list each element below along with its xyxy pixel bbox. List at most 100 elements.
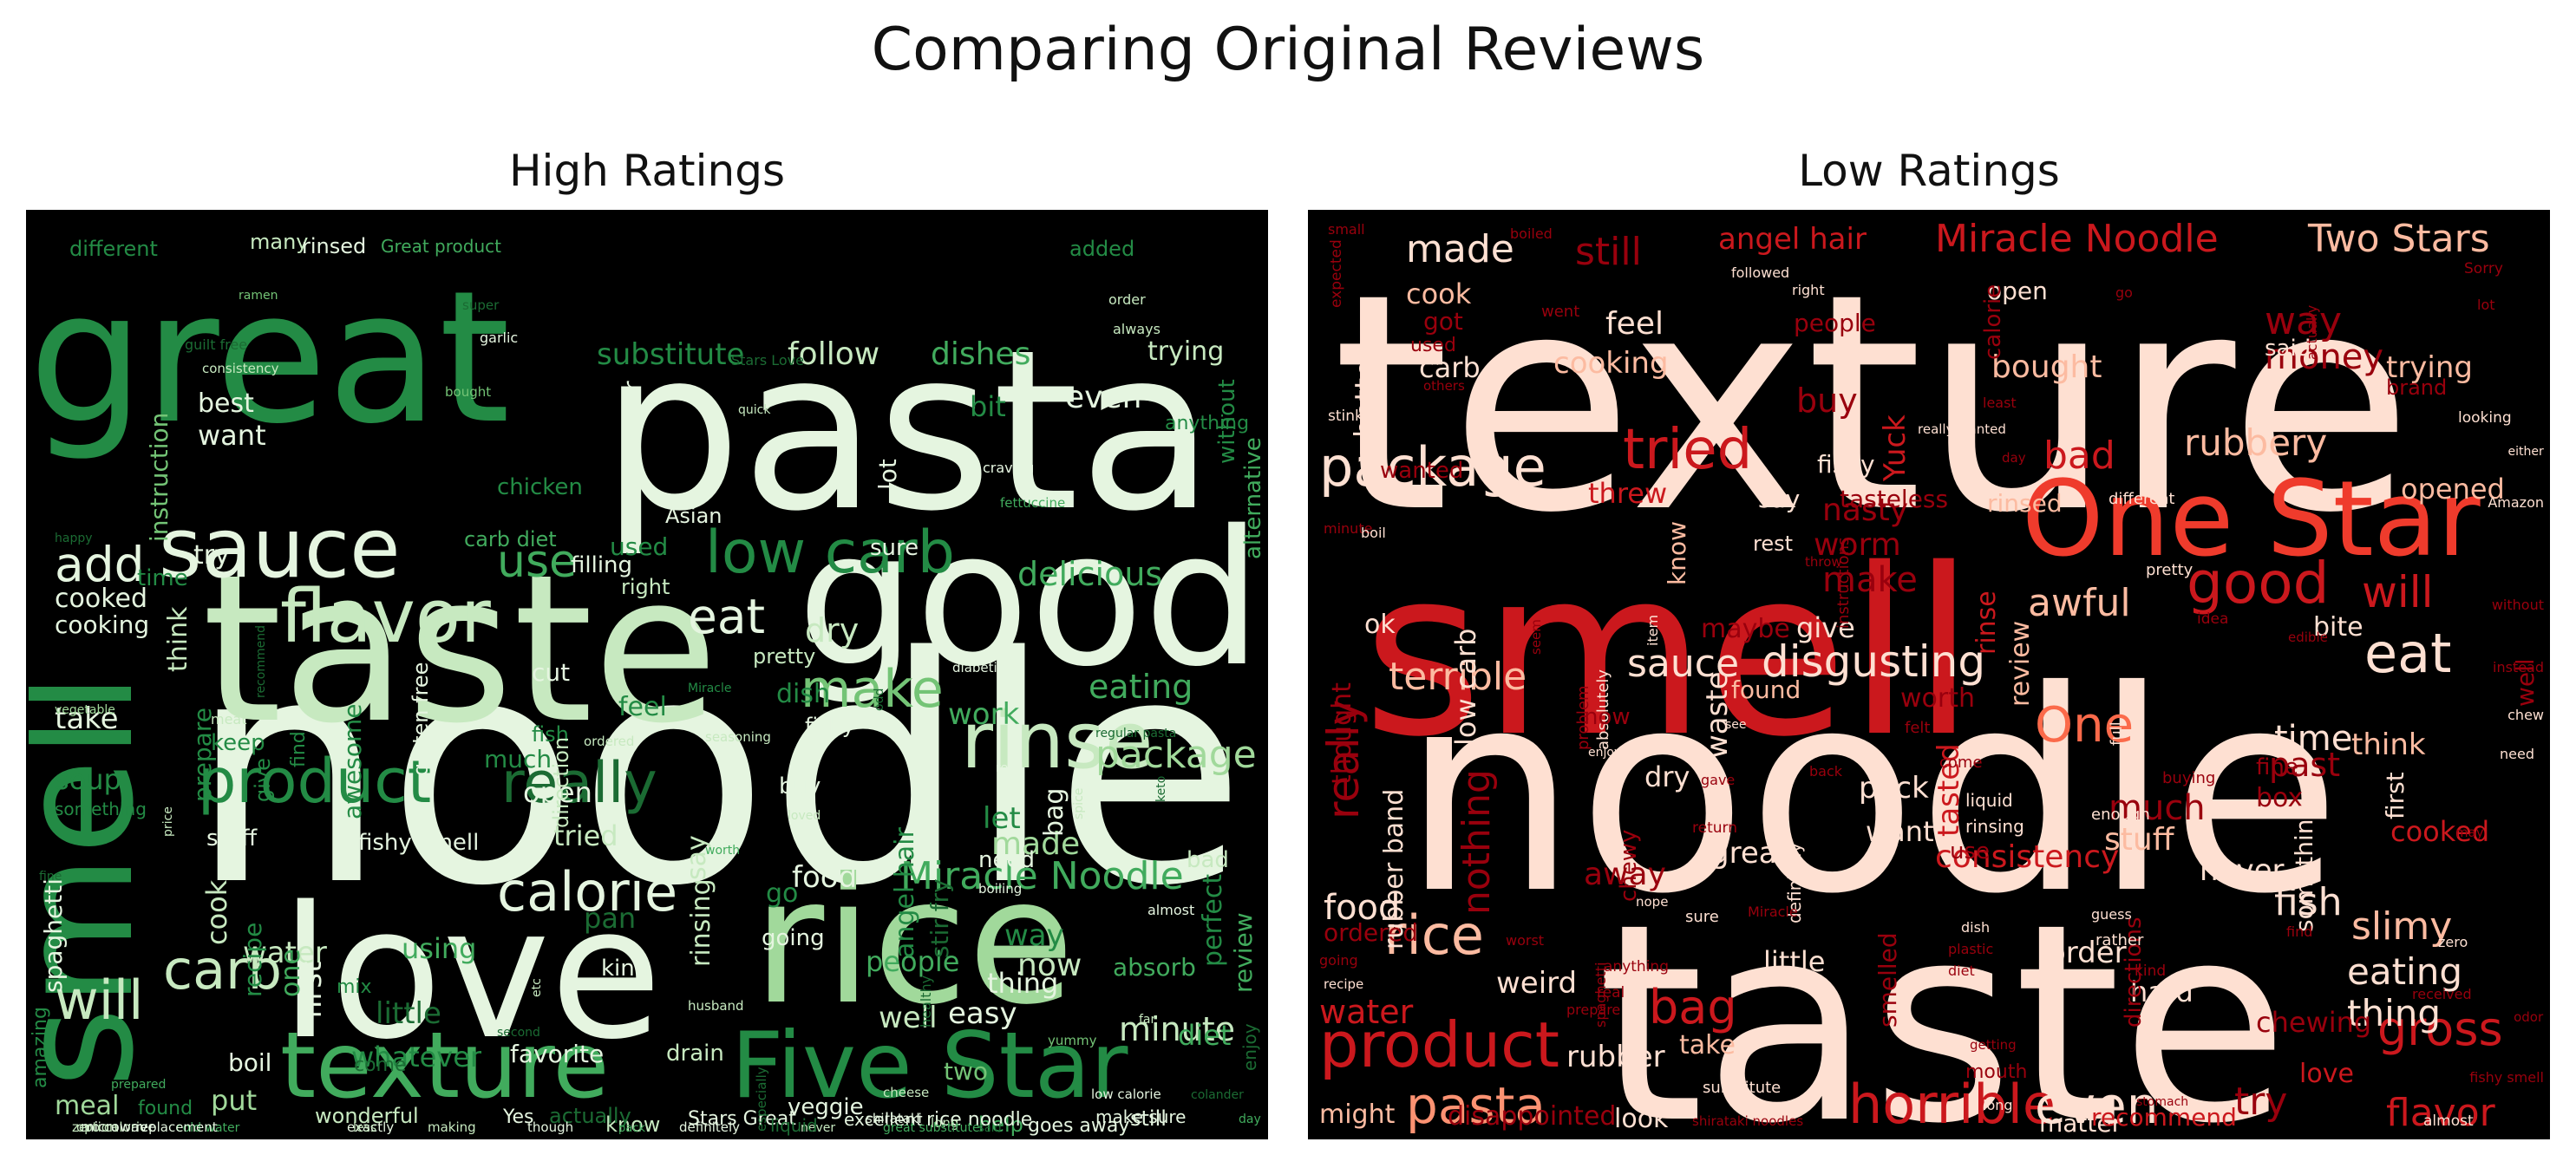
word-thing: thing [987, 967, 1058, 1000]
word-kind: kind [2135, 962, 2166, 980]
word-went: went [1541, 303, 1579, 321]
word-really: really [1318, 700, 1369, 819]
word-diet: diet [1178, 1019, 1231, 1052]
word-fish: fish [2274, 880, 2343, 924]
word-seasoning: seasoning [705, 729, 771, 745]
word-sure: sure [870, 535, 919, 561]
word-edible: edible [2288, 630, 2328, 645]
word-trying: trying [1147, 336, 1224, 367]
word-make: make [1822, 560, 1918, 600]
word-said: said [978, 1122, 1002, 1135]
word-meal: meal [55, 1091, 119, 1121]
wordcloud-background [1311, 212, 2547, 1137]
word-bought: bought [445, 384, 491, 400]
word-bite: bite [2313, 612, 2364, 643]
word-absorb: absorb [1113, 953, 1196, 982]
word-try: try [193, 540, 230, 571]
word-calorie: calorie [497, 860, 677, 923]
word-need: need [978, 847, 1035, 873]
word-far: far [1139, 1013, 1156, 1027]
word-received: received [2412, 986, 2472, 1002]
word-package: package [1319, 435, 1546, 499]
word-really-wanted: really wanted [1918, 421, 2006, 437]
word-recommend: recommend [2091, 1103, 2237, 1132]
word-worst: worst [1506, 932, 1544, 949]
word-enjoy: enjoy [1588, 746, 1621, 760]
word-water: water [243, 936, 327, 970]
word-tasted: tasted [1932, 743, 1966, 837]
word-feel: feel [1605, 306, 1664, 342]
word-order: order [2048, 936, 2127, 970]
word-soup: soup [55, 763, 121, 796]
word-stuff: stuff [2104, 822, 2175, 858]
word-one: One [2035, 697, 2134, 754]
word-quick: quick [738, 403, 771, 417]
word-lot: lot [2477, 297, 2495, 313]
word-full: full [2108, 721, 2126, 746]
word-great-product: Great product [381, 236, 501, 257]
word-bought: bought [1991, 349, 2102, 385]
word-eating: eating [1089, 668, 1193, 706]
word-something: something [55, 799, 147, 819]
word-filling: filling [571, 552, 632, 578]
word-better: better [618, 381, 646, 455]
word-dry: dry [805, 611, 859, 649]
wordcloud-background [29, 212, 1265, 1137]
word-worth: worth [705, 844, 740, 858]
word-review: review [1229, 912, 1258, 993]
word-even: even [1065, 380, 1141, 415]
word-good: good [797, 490, 1262, 708]
word-much: much [484, 745, 552, 773]
word-let: let [983, 801, 1021, 836]
word-go: go [2115, 284, 2133, 301]
word-got: got [1423, 307, 1463, 336]
word-actually: actually [2304, 305, 2320, 360]
word-rinsing: rinsing [1965, 816, 2024, 837]
word-etc: etc [530, 978, 544, 997]
word-long: long [1983, 1097, 2013, 1113]
word-weird: weird [1496, 966, 1577, 1001]
word-said: said [2265, 336, 2311, 362]
word-matter: matter [2039, 1109, 2122, 1137]
word-wanted: wanted [1380, 458, 1463, 484]
word-rather: rather [2095, 931, 2144, 949]
word-still: still [1130, 1106, 1167, 1131]
word-actually: actually [549, 1104, 631, 1128]
word-amazon: Amazon [2488, 494, 2544, 511]
word-almost: almost [2423, 1113, 2474, 1130]
word-prepared: prepared [111, 1078, 166, 1092]
word-carb: carb [1419, 351, 1481, 384]
word-exactly: exactly [347, 1119, 394, 1135]
word-felt: felt [1905, 719, 1930, 737]
word-shirataki: shirataki [866, 1111, 922, 1126]
word-never: never [801, 1121, 835, 1135]
word-zero-calorie: zero calorie [72, 1119, 147, 1135]
word-loved: loved [788, 809, 821, 823]
word-right: right [1792, 282, 1825, 298]
word-always: always [1113, 321, 1161, 337]
word-sorry: Sorry [2464, 260, 2503, 277]
word-especially: especially [754, 1067, 769, 1132]
word-see: see [1725, 718, 1747, 732]
word-tried: tried [553, 819, 618, 852]
word-come: come [354, 1054, 407, 1076]
word-find: find [288, 731, 310, 767]
word-keto: keto [1154, 776, 1168, 802]
word-food: food [792, 860, 857, 895]
word-zero: zero [2438, 934, 2468, 950]
word-miracle-noodle: Miracle Noodle [1935, 217, 2219, 261]
word-others: others [1423, 378, 1465, 394]
word-replacement: replacement [135, 1119, 218, 1135]
word-add: add [55, 537, 145, 592]
word-found: found [1731, 675, 1801, 704]
word-bag: bag [1649, 980, 1737, 1034]
word-dish: dish [776, 679, 830, 709]
word-asian: Asian [665, 504, 722, 528]
word-bit: bit [970, 390, 1006, 423]
word-microwave: microwave [81, 1119, 156, 1135]
word-guess: guess [2091, 906, 2132, 923]
word-colander: colander [1191, 1088, 1244, 1102]
word-package: package [1095, 733, 1257, 777]
word-fishy: fishy [1817, 450, 1875, 479]
word-stink: stink [1328, 408, 1363, 425]
